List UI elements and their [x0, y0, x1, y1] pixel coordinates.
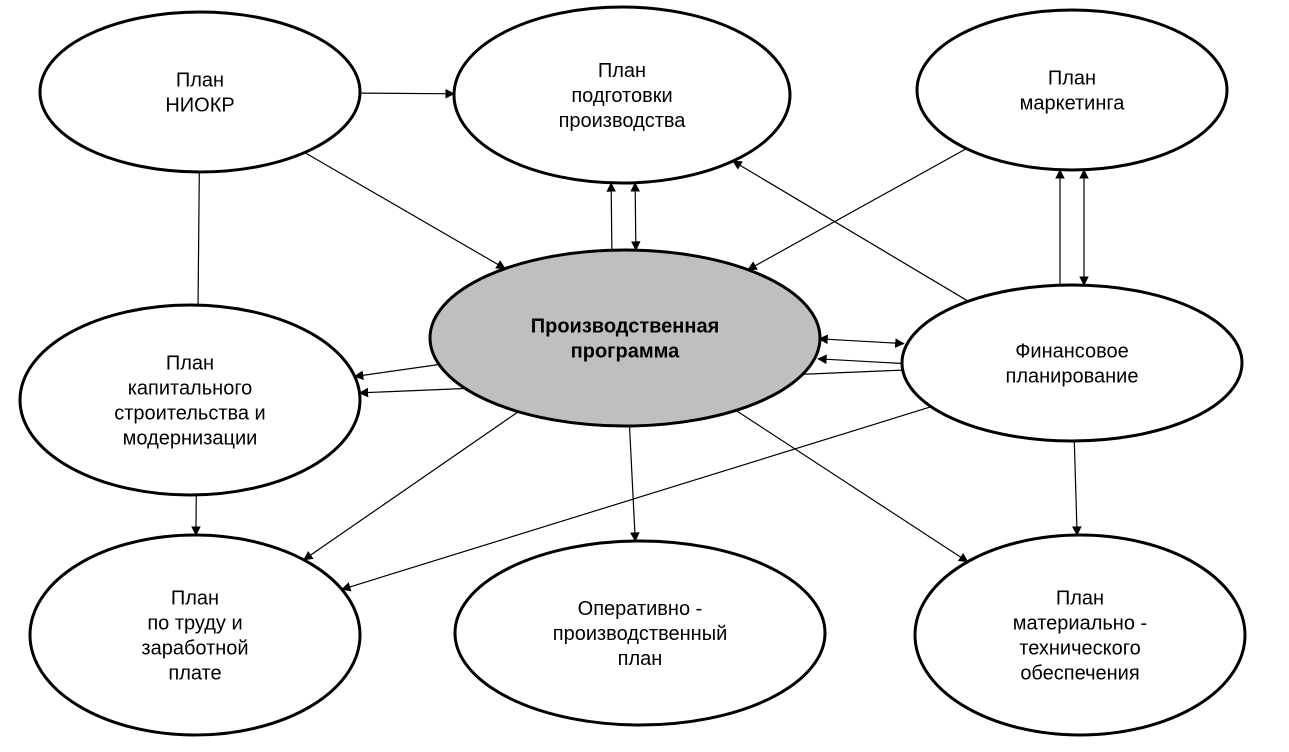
edge-center-mto: [736, 410, 968, 561]
node-mto: План материально - технического обеспечения: [915, 535, 1245, 735]
node-label-operplan-l0: Оперативно -: [578, 598, 703, 620]
node-label-labor-l3: плате: [168, 663, 221, 685]
node-label-podgotovka-l2: производства: [559, 110, 687, 132]
node-ellipse-labor: [30, 535, 360, 735]
node-label-mto-l3: обеспечения: [1020, 663, 1139, 685]
edge-finance-center: [818, 359, 903, 364]
node-label-labor-l1: по труду и: [147, 613, 242, 635]
node-operplan: Оперативно - производственный план: [455, 541, 825, 725]
node-marketing: План маркетинга: [917, 10, 1227, 170]
node-label-capstroy-l2: строительства и: [114, 403, 265, 425]
node-label-finance-l1: планирование: [1006, 366, 1139, 388]
node-podgotovka: План подготовки производства: [454, 7, 790, 183]
diagram-canvas: Производственная программа План НИОКР План по…: [0, 0, 1289, 752]
node-label-marketing-l0: План: [1048, 68, 1096, 90]
node-label-operplan-l2: план: [618, 648, 663, 670]
edge-podgotovka-center: [635, 183, 636, 250]
node-label-podgotovka-l1: подготовки: [571, 85, 672, 107]
node-label-finance-l0: Финансовое: [1015, 341, 1129, 363]
node-label-center-l0: Производственная: [531, 316, 720, 338]
node-label-mto-l0: План: [1056, 588, 1104, 610]
node-label-capstroy-l1: капитального: [128, 378, 253, 400]
edge-center-operplan: [630, 426, 636, 541]
node-label-marketing-l1: маркетинга: [1020, 93, 1126, 115]
node-ellipse-capstroy: [20, 305, 360, 495]
node-finance: Финансовое планирование: [902, 285, 1242, 441]
node-ellipse-center: [430, 250, 820, 426]
edge-niokr-center: [305, 153, 506, 269]
node-label-labor-l0: План: [171, 588, 219, 610]
node-label-niokr-l0: План: [176, 70, 224, 92]
node-label-niokr-l1: НИОКР: [165, 95, 234, 117]
node-label-labor-l2: заработной: [141, 638, 248, 660]
node-ellipse-mto: [915, 535, 1245, 735]
edge-marketing-center: [748, 149, 966, 270]
edge-finance-mto: [1074, 441, 1077, 535]
edge-center-podgotovka: [611, 183, 612, 250]
node-label-capstroy-l3: модернизации: [123, 428, 258, 450]
node-label-podgotovka-l0: План: [598, 60, 646, 82]
node-label-center-l1: программа: [571, 341, 681, 363]
edge-center-finance: [819, 339, 904, 344]
node-ellipse-marketing: [917, 10, 1227, 170]
node-capstroy: План капитального строительства и модерниза…: [20, 305, 360, 495]
edge-niokr-podgotovka: [360, 93, 454, 94]
node-niokr: План НИОКР: [40, 12, 360, 172]
node-center: Производственная программа: [430, 250, 820, 426]
node-label-capstroy-l0: План: [166, 353, 214, 375]
node-ellipse-finance: [902, 285, 1242, 441]
node-label-operplan-l1: производственный: [553, 623, 728, 645]
node-label-mto-l1: материально -: [1013, 613, 1147, 635]
node-ellipse-niokr: [40, 12, 360, 172]
nodes-layer: Производственная программа План НИОКР План по…: [20, 7, 1245, 735]
node-label-mto-l2: технического: [1019, 638, 1140, 660]
edge-center-capstroy: [355, 365, 439, 377]
node-labor: План по труду и заработной плате: [30, 535, 360, 735]
